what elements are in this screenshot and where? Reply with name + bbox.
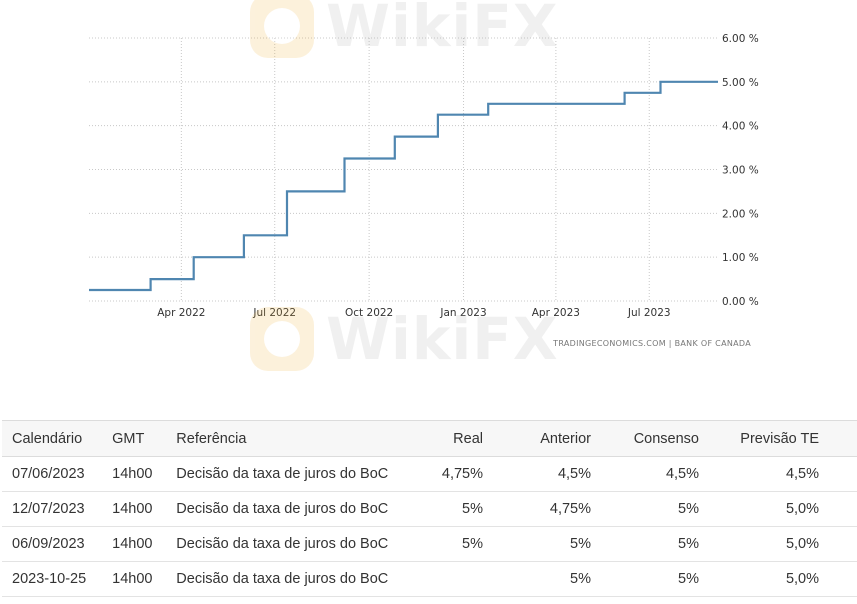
table-header-row: Calendário GMT Referência Real Anterior …: [2, 420, 857, 457]
y-tick-label: 0.00 %: [722, 296, 759, 308]
cell-gmt: 14h00: [102, 561, 167, 597]
interest-rate-chart: 0.00 % 1.00 % 2.00 % 3.00 % 4.00 % 5.00 % 6.00…: [88, 33, 759, 348]
table-row: 2023-10-25 14h00 Decisão da taxa de juro…: [2, 561, 857, 597]
y-tick-label: 6.00 %: [722, 33, 759, 45]
cell-real: 5%: [413, 491, 501, 527]
cell-consenso: 5%: [609, 491, 729, 527]
x-tick-label: Apr 2023: [532, 307, 580, 319]
cell-reference-link[interactable]: Decisão da taxa de juros do BoC: [166, 491, 413, 527]
cell-gmt: 14h00: [102, 526, 167, 562]
y-tick-label: 3.00 %: [722, 165, 759, 177]
table-row: 12/07/2023 14h00 Decisão da taxa de juro…: [2, 491, 857, 527]
col-header-anterior[interactable]: Anterior: [501, 420, 609, 457]
cell-date: 07/06/2023: [2, 456, 103, 492]
cell-consenso: 5%: [609, 561, 729, 597]
cell-date: 12/07/2023: [2, 491, 103, 527]
cell-gmt: 14h00: [102, 491, 167, 527]
cell-previsao: 5,0%: [729, 526, 857, 562]
cell-real: 4,75%: [413, 456, 501, 492]
cell-consenso: 4,5%: [609, 456, 729, 492]
cell-anterior: 4,75%: [501, 491, 609, 527]
col-header-calendario[interactable]: Calendário: [2, 420, 103, 457]
cell-previsao: 4,5%: [729, 456, 857, 492]
cell-anterior: 5%: [501, 561, 609, 597]
cell-date: 06/09/2023: [2, 526, 103, 562]
cell-gmt: 14h00: [102, 456, 167, 492]
calendar-table: Calendário GMT Referência Real Anterior …: [2, 420, 857, 597]
col-header-previsao[interactable]: Previsão TE: [729, 420, 857, 457]
cell-anterior: 4,5%: [501, 456, 609, 492]
chart-source-credit: TRADINGECONOMICS.COM | BANK OF CANADA: [552, 339, 751, 348]
y-tick-label: 2.00 %: [722, 208, 759, 220]
table-row: 07/06/2023 14h00 Decisão da taxa de juro…: [2, 456, 857, 492]
cell-date: 2023-10-25: [2, 561, 103, 597]
cell-previsao: 5,0%: [729, 491, 857, 527]
x-tick-label: Jul 2023: [627, 307, 671, 319]
col-header-consenso[interactable]: Consenso: [609, 420, 729, 457]
cell-reference-link[interactable]: Decisão da taxa de juros do BoC: [166, 526, 413, 562]
cell-reference-link[interactable]: Decisão da taxa de juros do BoC: [166, 561, 413, 597]
series-line: [89, 80, 718, 292]
x-tick-label: Jul 2022: [252, 307, 296, 319]
cell-reference-link[interactable]: Decisão da taxa de juros do BoC: [166, 456, 413, 492]
cell-previsao: 5,0%: [729, 561, 857, 597]
table-row: 06/09/2023 14h00 Decisão da taxa de juro…: [2, 526, 857, 562]
x-tick-label: Jan 2023: [439, 307, 486, 319]
cell-consenso: 5%: [609, 526, 729, 562]
x-tick-label: Apr 2022: [157, 307, 205, 319]
cell-real: [413, 561, 501, 597]
cell-anterior: 5%: [501, 526, 609, 562]
col-header-referencia[interactable]: Referência: [166, 420, 413, 457]
cell-real: 5%: [413, 526, 501, 562]
col-header-gmt[interactable]: GMT: [102, 420, 167, 457]
y-tick-label: 5.00 %: [722, 77, 759, 89]
chart-svg: 0.00 % 1.00 % 2.00 % 3.00 % 4.00 % 5.00 % 6.00…: [88, 33, 759, 348]
y-tick-label: 4.00 %: [722, 121, 759, 133]
x-tick-label: Oct 2022: [345, 307, 393, 319]
y-tick-label: 1.00 %: [722, 252, 759, 264]
col-header-real[interactable]: Real: [413, 420, 501, 457]
